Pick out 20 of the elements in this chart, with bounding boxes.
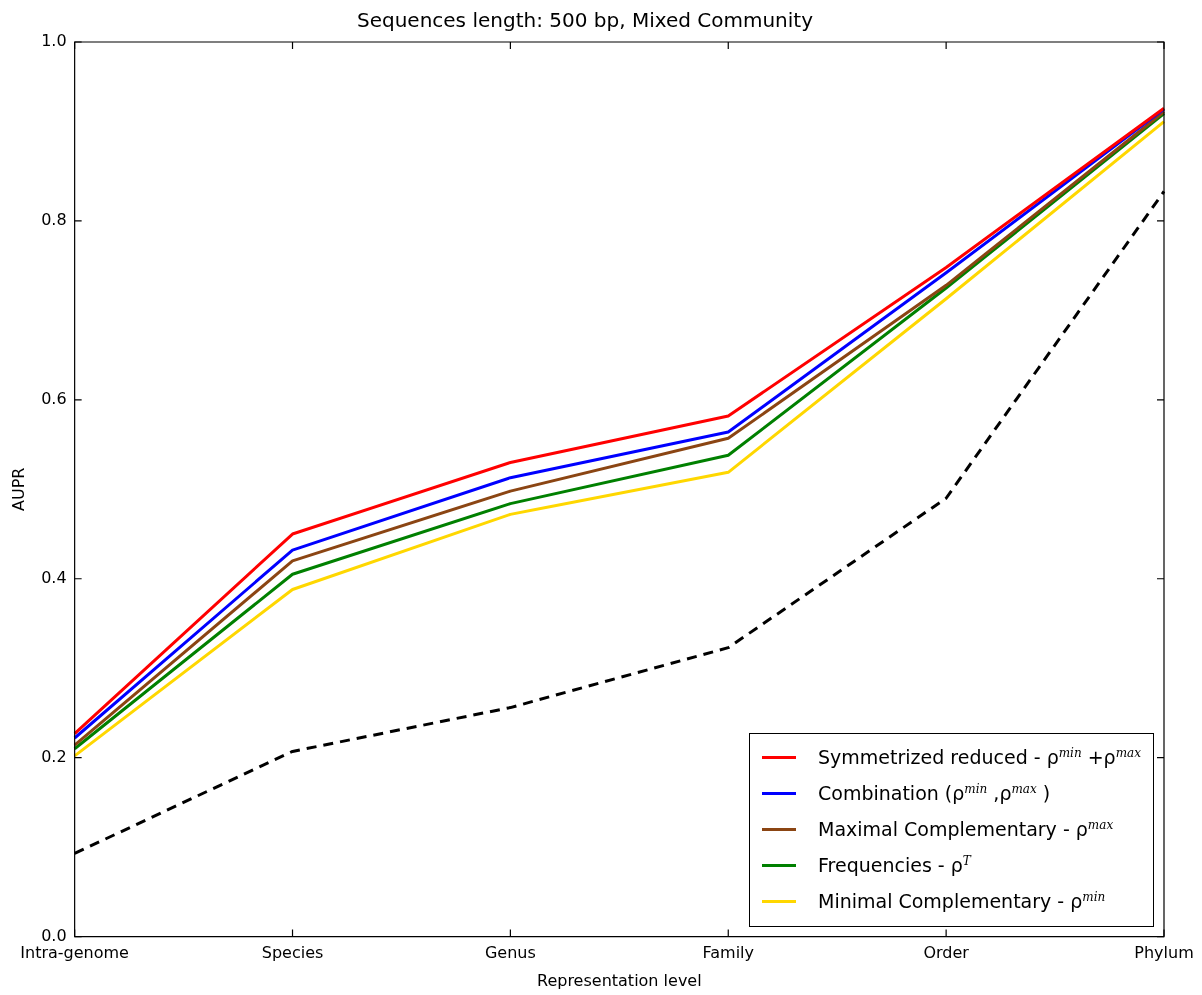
x-axis-title: Representation level: [536, 970, 702, 990]
legend-label: Maximal Complementary - ρ$^{max}$: [818, 818, 1114, 841]
x-tick-label: Phylum: [1134, 943, 1194, 963]
y-tick-label: 0.8: [41, 210, 67, 230]
legend-label: Frequencies - ρ$^{T}$: [818, 854, 971, 877]
x-tick-label: Family: [702, 943, 754, 963]
legend-label: Combination (ρ$^{min}$ ,ρ$^{max}$ ): [818, 782, 1051, 805]
legend-label: Minimal Complementary - ρ$^{min}$: [818, 890, 1106, 913]
x-tick-label: Genus: [484, 943, 536, 963]
chart-title: Sequences length: 500 bp, Mixed Community: [356, 8, 814, 33]
y-tick-label: 0.6: [41, 389, 67, 408]
y-tick-label: 0.2: [41, 746, 67, 766]
x-tick-label: Intra-genome: [20, 943, 129, 963]
y-tick-label: 1.0: [41, 31, 67, 51]
y-axis-title: AUPR: [8, 467, 28, 512]
y-tick-label: 0.0: [41, 925, 67, 945]
y-tick-label: 0.4: [41, 567, 67, 587]
x-tick-label: Species: [261, 943, 324, 963]
x-tick-label: Order: [923, 943, 970, 963]
legend-label: Symmetrized reduced - ρ$^{min}$ +ρ$^{max}$: [818, 746, 1141, 769]
